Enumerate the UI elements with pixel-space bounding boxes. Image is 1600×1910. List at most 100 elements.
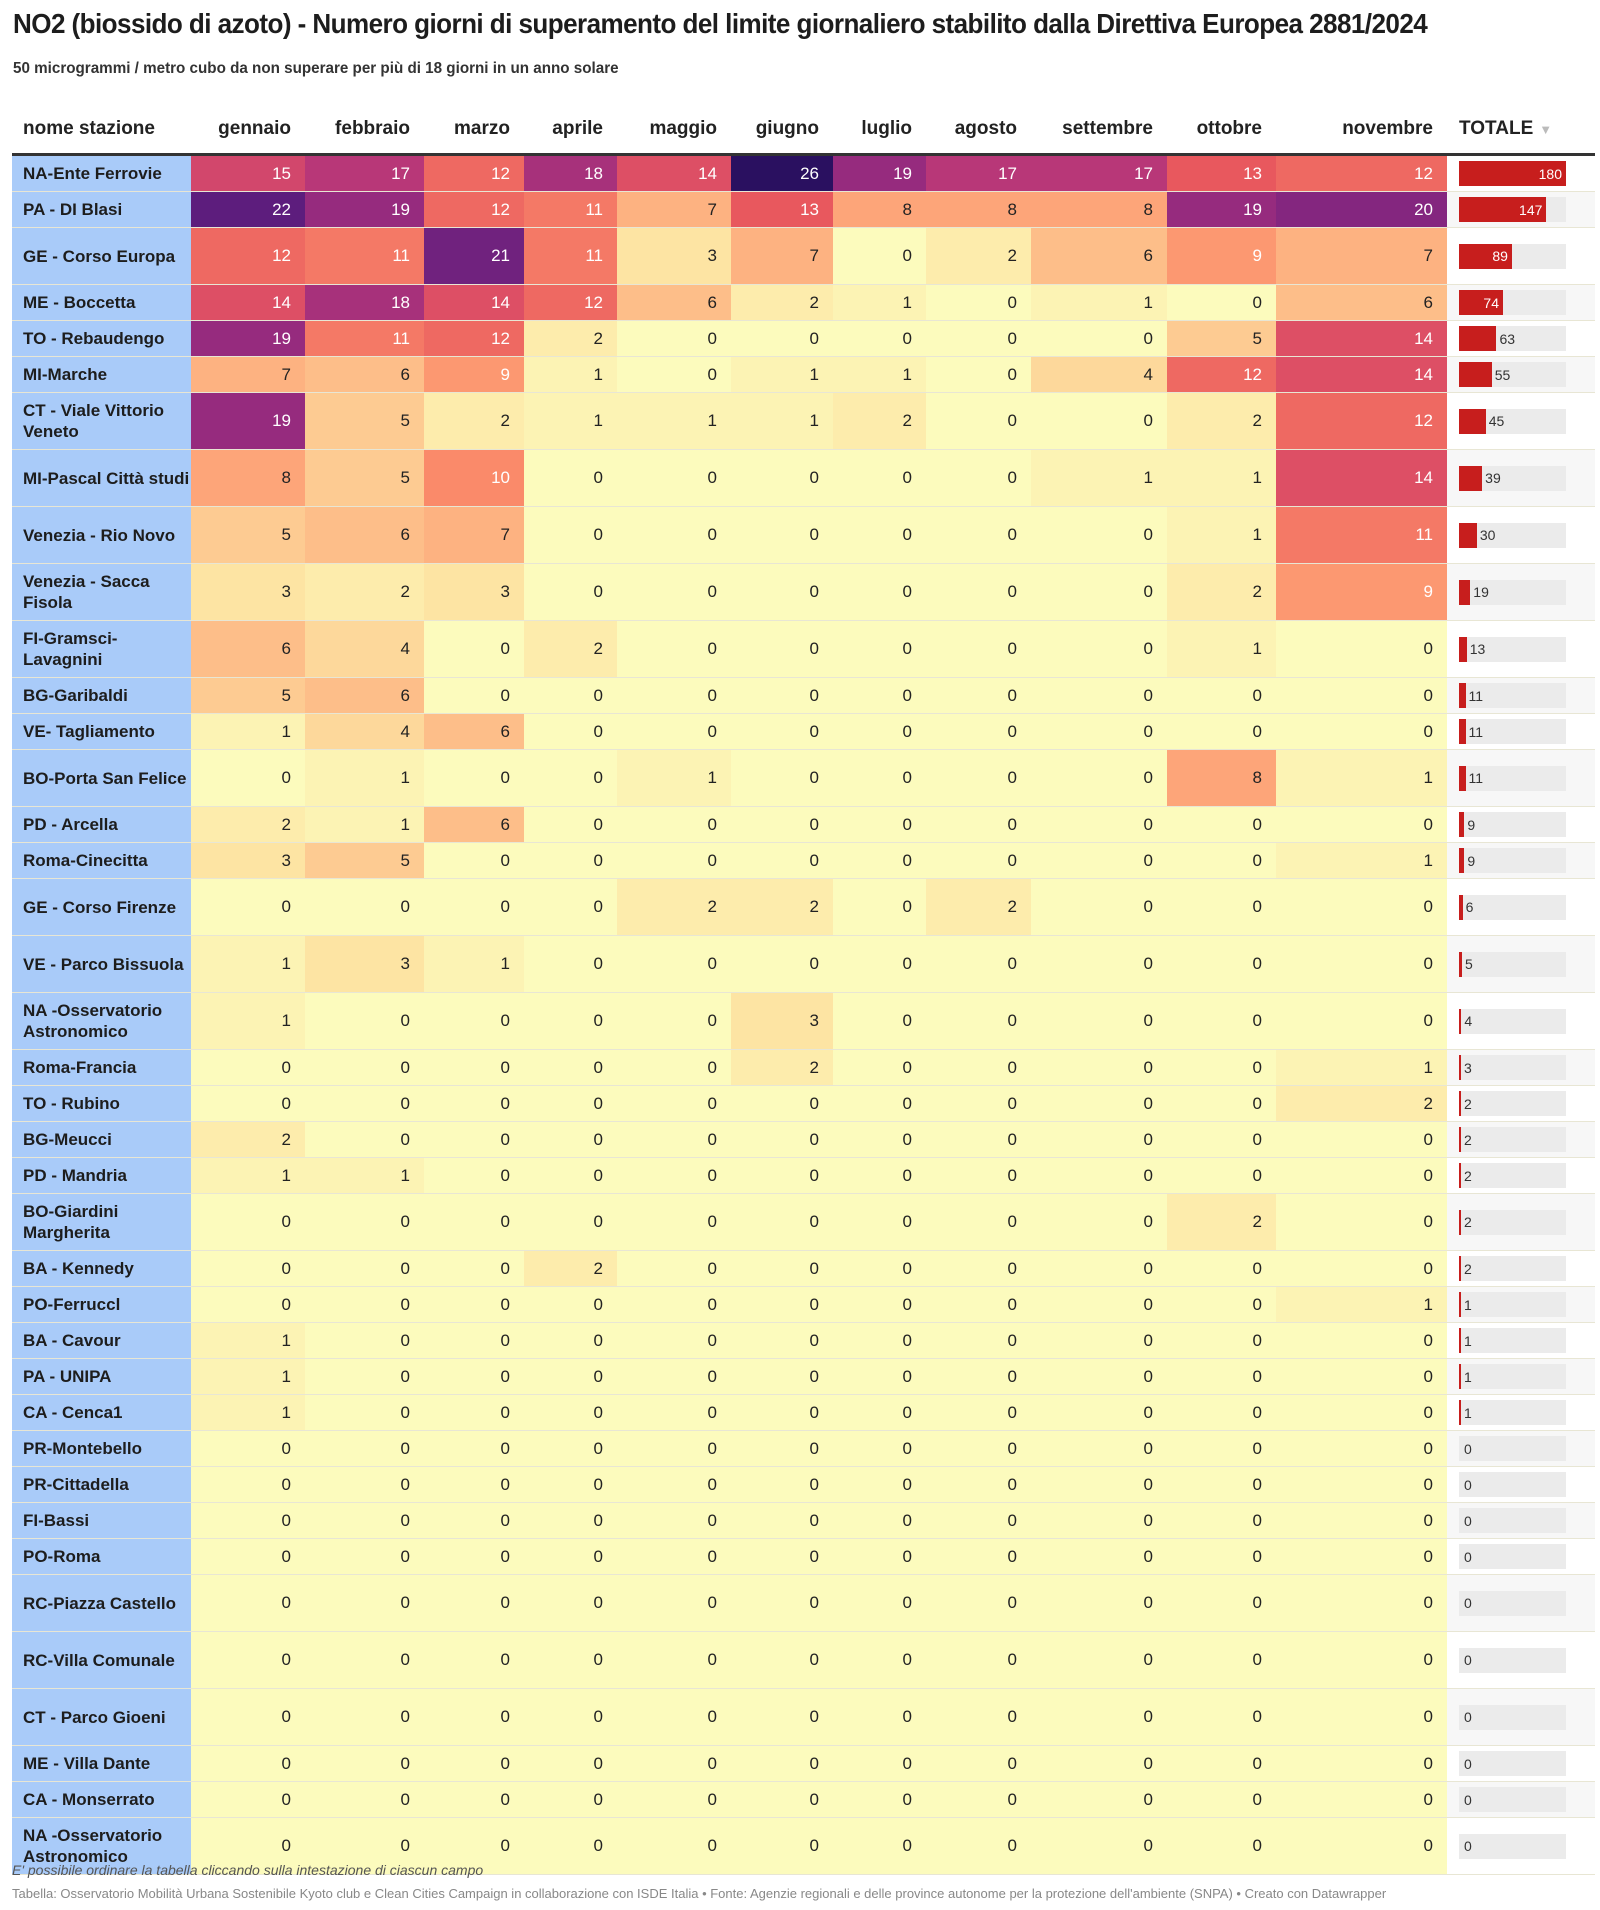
station-name: Roma-Francia	[12, 1050, 191, 1085]
column-header-febbraio[interactable]: febbraio	[335, 118, 410, 139]
total-bar	[1459, 1091, 1461, 1116]
heatmap-cell-maggio: 0	[617, 1194, 731, 1250]
triangle-down-icon[interactable]: ▼	[1539, 122, 1553, 137]
heatmap-cell-febbraio: 0	[305, 1359, 424, 1394]
heatmap-cell-maggio: 0	[617, 807, 731, 842]
station-name: NA-Ente Ferrovie	[12, 156, 191, 191]
column-header-settembre[interactable]: settembre	[1062, 118, 1153, 139]
heatmap-cell-maggio: 0	[617, 1086, 731, 1121]
heatmap-cell-marzo: 0	[424, 1050, 524, 1085]
heatmap-cell-febbraio: 1	[305, 1158, 424, 1193]
column-header-maggio[interactable]: maggio	[649, 118, 717, 139]
heatmap-cell-marzo: 0	[424, 1632, 524, 1688]
total-value-label: 0	[1464, 1652, 1472, 1668]
heatmap-cell-agosto: 0	[926, 321, 1031, 356]
heatmap-cell-giugno: 0	[731, 1194, 833, 1250]
heatmap-cell-novembre: 12	[1276, 393, 1447, 449]
heatmap-cell-settembre: 0	[1031, 1818, 1167, 1874]
station-name: CT - Parco Gioeni	[12, 1689, 191, 1745]
table-header: nome stazione gennaio febbraio marzo aprile…	[12, 108, 1595, 156]
heatmap-cell-settembre: 0	[1031, 1467, 1167, 1502]
heatmap-cell-novembre: 14	[1276, 321, 1447, 356]
heatmap-cell-gennaio: 1	[191, 714, 305, 749]
heatmap-cell-ottobre: 0	[1167, 843, 1276, 878]
total-cell: 147	[1447, 192, 1595, 227]
heatmap-cell-gennaio: 1	[191, 993, 305, 1049]
table-row: GE - Corso Europa 12 11 21 11 3 7 0 2 6 9 7 89	[12, 228, 1595, 285]
column-header-luglio[interactable]: luglio	[861, 118, 912, 139]
heatmap-cell-aprile: 0	[524, 879, 617, 935]
total-bar-track: 0	[1459, 1436, 1566, 1461]
total-value-label: 2	[1464, 1260, 1472, 1277]
station-name: VE- Tagliamento	[12, 714, 191, 749]
heatmap-cell-marzo: 0	[424, 843, 524, 878]
column-header-giugno[interactable]: giugno	[755, 118, 819, 139]
heatmap-cell-novembre: 7	[1276, 228, 1447, 284]
heatmap-cell-settembre: 0	[1031, 1395, 1167, 1430]
table-row: BO-Porta San Felice 0 1 0 0 1 0 0 0 0 8 1 11	[12, 750, 1595, 807]
column-header-marzo[interactable]: marzo	[454, 118, 510, 139]
heatmap-cell-gennaio: 14	[191, 285, 305, 320]
heatmap-cell-aprile: 0	[524, 1158, 617, 1193]
heatmap-cell-aprile: 0	[524, 507, 617, 563]
column-header-totale[interactable]: TOTALE ▼	[1459, 118, 1552, 140]
column-header-ottobre[interactable]: ottobre	[1196, 118, 1262, 139]
column-header-novembre[interactable]: novembre	[1342, 118, 1433, 139]
station-name: PO-Roma	[12, 1539, 191, 1574]
total-cell: 0	[1447, 1689, 1595, 1745]
heatmap-cell-novembre: 0	[1276, 1395, 1447, 1430]
heatmap-cell-ottobre: 0	[1167, 936, 1276, 992]
heatmap-cell-novembre: 0	[1276, 1122, 1447, 1157]
heatmap-cell-novembre: 20	[1276, 192, 1447, 227]
column-header-agosto[interactable]: agosto	[954, 118, 1017, 139]
heatmap-cell-ottobre: 2	[1167, 393, 1276, 449]
heatmap-cell-agosto: 0	[926, 564, 1031, 620]
heatmap-cell-aprile: 11	[524, 192, 617, 227]
table-row: CA - Cenca1 1 0 0 0 0 0 0 0 0 0 0 1	[12, 1395, 1595, 1431]
heatmap-cell-luglio: 2	[833, 393, 926, 449]
heatmap-cell-aprile: 0	[524, 678, 617, 713]
heatmap-cell-maggio: 7	[617, 192, 731, 227]
station-name: PO-Ferruccl	[12, 1287, 191, 1322]
heatmap-cell-gennaio: 0	[191, 1050, 305, 1085]
column-header-gennaio[interactable]: gennaio	[218, 118, 291, 139]
heatmap-cell-settembre: 0	[1031, 1746, 1167, 1781]
heatmap-cell-settembre: 6	[1031, 228, 1167, 284]
total-cell: 74	[1447, 285, 1595, 320]
heatmap-cell-agosto: 0	[926, 1323, 1031, 1358]
heatmap-cell-novembre: 1	[1276, 843, 1447, 878]
station-name: VE - Parco Bissuola	[12, 936, 191, 992]
heatmap-cell-agosto: 0	[926, 1194, 1031, 1250]
heatmap-cell-gennaio: 5	[191, 507, 305, 563]
heatmap-cell-ottobre: 0	[1167, 1746, 1276, 1781]
heatmap-cell-agosto: 0	[926, 1467, 1031, 1502]
heatmap-cell-gennaio: 19	[191, 393, 305, 449]
heatmap-cell-febbraio: 0	[305, 1503, 424, 1538]
heatmap-cell-maggio: 0	[617, 714, 731, 749]
heatmap-cell-agosto: 0	[926, 621, 1031, 677]
total-cell: 11	[1447, 750, 1595, 806]
total-cell: 180	[1447, 156, 1595, 191]
heatmap-cell-maggio: 6	[617, 285, 731, 320]
total-value-label: 9	[1467, 852, 1476, 869]
heatmap-cell-marzo: 0	[424, 993, 524, 1049]
heatmap-cell-settembre: 0	[1031, 1251, 1167, 1286]
total-cell: 89	[1447, 228, 1595, 284]
heatmap-cell-gennaio: 0	[191, 1818, 305, 1874]
total-value-label: 0	[1464, 1838, 1472, 1854]
heatmap-cell-ottobre: 0	[1167, 879, 1276, 935]
total-bar	[1459, 197, 1547, 222]
heatmap-cell-febbraio: 19	[305, 192, 424, 227]
heatmap-cell-novembre: 0	[1276, 1431, 1447, 1466]
heatmap-cell-giugno: 0	[731, 843, 833, 878]
column-header-aprile[interactable]: aprile	[552, 118, 603, 139]
heatmap-cell-ottobre: 8	[1167, 750, 1276, 806]
heatmap-cell-luglio: 0	[833, 1158, 926, 1193]
table-row: MI-Pascal Città studi 8 5 10 0 0 0 0 0 1 1 14 39	[12, 450, 1595, 507]
column-header-nome-stazione[interactable]: nome stazione	[23, 118, 155, 139]
heatmap-cell-luglio: 0	[833, 750, 926, 806]
heatmap-cell-maggio: 0	[617, 1467, 731, 1502]
heatmap-cell-ottobre: 0	[1167, 1287, 1276, 1322]
total-bar-track: 0	[1459, 1590, 1566, 1616]
total-bar-track: 0	[1459, 1833, 1566, 1859]
